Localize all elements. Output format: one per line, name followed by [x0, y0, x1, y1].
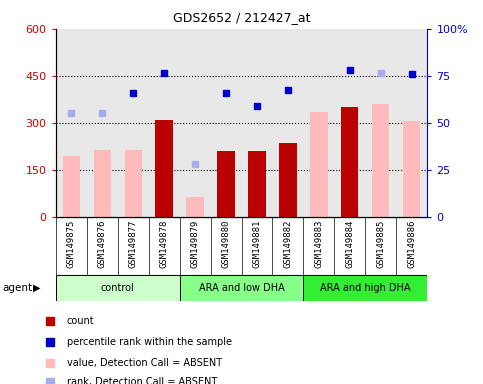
Bar — [403, 121, 421, 217]
Text: ARA and low DHA: ARA and low DHA — [199, 283, 284, 293]
Text: percentile rank within the sample: percentile rank within the sample — [67, 337, 232, 347]
Bar — [303, 275, 427, 301]
Text: GSM149881: GSM149881 — [253, 220, 261, 268]
Text: ▶: ▶ — [33, 283, 41, 293]
Text: GSM149885: GSM149885 — [376, 220, 385, 268]
Text: GSM149882: GSM149882 — [284, 220, 293, 268]
Bar — [311, 112, 327, 217]
Bar — [280, 143, 297, 217]
Bar — [156, 120, 172, 217]
Bar — [217, 151, 235, 217]
Text: GSM149877: GSM149877 — [128, 220, 138, 268]
Text: GSM149879: GSM149879 — [190, 220, 199, 268]
Bar — [341, 107, 358, 217]
Text: ARA and high DHA: ARA and high DHA — [320, 283, 411, 293]
Text: GSM149886: GSM149886 — [408, 220, 416, 268]
Bar — [372, 104, 389, 217]
Text: GSM149876: GSM149876 — [98, 220, 107, 268]
Text: GSM149884: GSM149884 — [345, 220, 355, 268]
Bar — [125, 149, 142, 217]
Bar — [248, 151, 266, 217]
Text: GSM149880: GSM149880 — [222, 220, 230, 268]
Text: GSM149875: GSM149875 — [67, 220, 75, 268]
Text: GSM149883: GSM149883 — [314, 220, 324, 268]
Text: control: control — [100, 283, 134, 293]
Bar — [180, 275, 303, 301]
Text: GDS2652 / 212427_at: GDS2652 / 212427_at — [173, 12, 310, 25]
Text: rank, Detection Call = ABSENT: rank, Detection Call = ABSENT — [67, 377, 217, 384]
Bar — [94, 149, 111, 217]
Bar — [56, 275, 180, 301]
Text: GSM149878: GSM149878 — [159, 220, 169, 268]
Text: count: count — [67, 316, 95, 326]
Text: value, Detection Call = ABSENT: value, Detection Call = ABSENT — [67, 358, 222, 368]
Bar — [62, 156, 80, 217]
Text: agent: agent — [2, 283, 32, 293]
Bar — [186, 197, 203, 217]
